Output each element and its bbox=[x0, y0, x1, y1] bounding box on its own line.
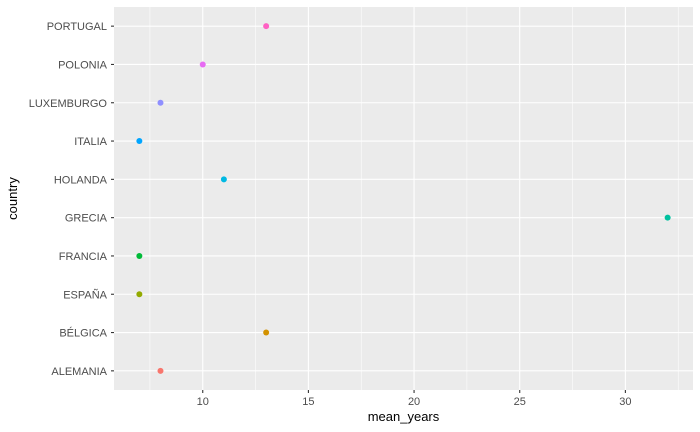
y-tick-label: FRANCIA bbox=[59, 251, 108, 263]
x-tick-label: 15 bbox=[302, 396, 314, 408]
data-point bbox=[136, 138, 143, 145]
y-tick-label: ITALIA bbox=[74, 136, 107, 148]
data-point bbox=[664, 214, 671, 221]
x-axis: 10 15 20 25 30 bbox=[197, 390, 632, 408]
y-axis: ALEMANIA BÉLGICA ESPAÑA FRANCIA GRECIA HOLAND… bbox=[29, 21, 114, 378]
data-point bbox=[199, 61, 206, 68]
y-tick-label: GRECIA bbox=[65, 213, 108, 225]
x-axis-title: mean_years bbox=[368, 409, 440, 424]
data-point bbox=[157, 99, 164, 106]
x-tick-label: 30 bbox=[619, 396, 631, 408]
minor-gridlines bbox=[149, 7, 679, 390]
data-point bbox=[263, 23, 270, 30]
x-tick-label: 20 bbox=[408, 396, 420, 408]
data-point bbox=[136, 291, 143, 298]
y-tick-label: HOLANDA bbox=[54, 174, 108, 186]
y-tick-label: ESPAÑA bbox=[63, 288, 107, 301]
plot-panel bbox=[114, 7, 693, 390]
data-point bbox=[263, 329, 270, 336]
data-point bbox=[157, 367, 164, 374]
data-points bbox=[136, 23, 671, 374]
major-gridlines bbox=[114, 7, 693, 390]
data-point bbox=[136, 252, 143, 259]
data-point bbox=[220, 176, 227, 183]
y-tick-label: BÉLGICA bbox=[59, 327, 107, 340]
y-tick-label: POLONIA bbox=[58, 59, 108, 71]
x-tick-label: 10 bbox=[197, 396, 209, 408]
y-axis-title: country bbox=[5, 177, 20, 220]
y-tick-label: LUXEMBURGO bbox=[29, 98, 108, 110]
x-tick-label: 25 bbox=[514, 396, 526, 408]
y-tick-label: PORTUGAL bbox=[47, 21, 107, 33]
y-tick-label: ALEMANIA bbox=[51, 366, 107, 378]
